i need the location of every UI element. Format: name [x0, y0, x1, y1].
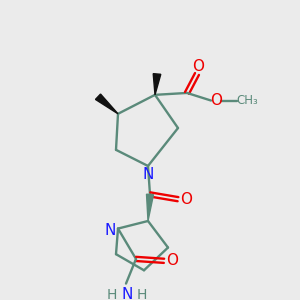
Polygon shape — [95, 94, 118, 114]
Polygon shape — [153, 74, 161, 95]
Text: O: O — [180, 192, 192, 207]
Text: O: O — [166, 253, 178, 268]
Text: O: O — [210, 93, 222, 108]
Text: H: H — [137, 288, 147, 300]
Text: O: O — [192, 59, 204, 74]
Text: N: N — [121, 286, 133, 300]
Text: N: N — [104, 223, 116, 238]
Text: H: H — [107, 288, 117, 300]
Text: N: N — [142, 167, 154, 182]
Text: CH₃: CH₃ — [236, 94, 258, 107]
Polygon shape — [146, 194, 154, 221]
